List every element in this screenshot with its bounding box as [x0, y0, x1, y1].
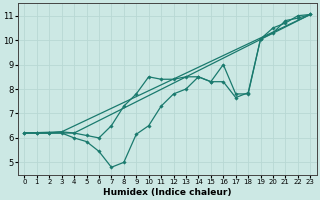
X-axis label: Humidex (Indice chaleur): Humidex (Indice chaleur)	[103, 188, 232, 197]
